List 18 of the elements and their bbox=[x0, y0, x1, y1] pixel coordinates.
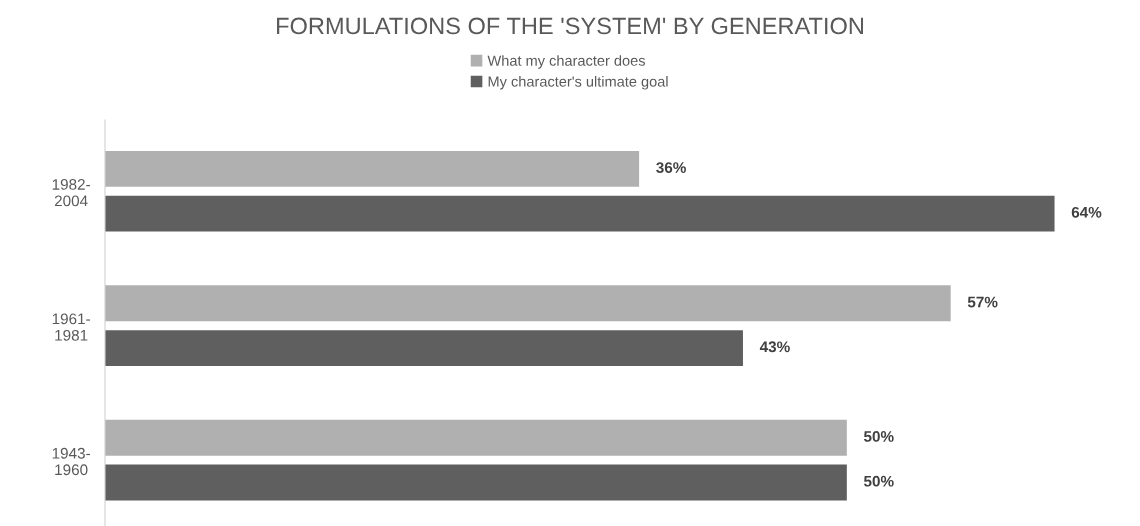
y-tick-label: 1961- 1981 bbox=[52, 313, 90, 341]
bar bbox=[105, 419, 847, 456]
bar bbox=[105, 330, 743, 367]
data-label: 57% bbox=[967, 296, 998, 308]
y-tick-label: 1982- 2004 bbox=[52, 179, 90, 207]
bar bbox=[105, 464, 847, 501]
bar bbox=[105, 150, 640, 187]
data-label: 50% bbox=[863, 475, 894, 487]
bar bbox=[105, 285, 951, 322]
data-label: 36% bbox=[656, 162, 686, 173]
data-label: 50% bbox=[863, 431, 894, 442]
data-label: 64% bbox=[1071, 206, 1102, 218]
bar bbox=[105, 195, 1055, 232]
data-label: 43% bbox=[759, 341, 790, 353]
legend-label: What my character does bbox=[487, 55, 645, 69]
y-tick-label: 1943- 1960 bbox=[52, 447, 90, 476]
legend-label: My character's ultimate goal bbox=[488, 76, 668, 90]
chart-title: FORMULATIONS OF THE 'SYSTEM' BY GENERATION bbox=[277, 17, 863, 35]
